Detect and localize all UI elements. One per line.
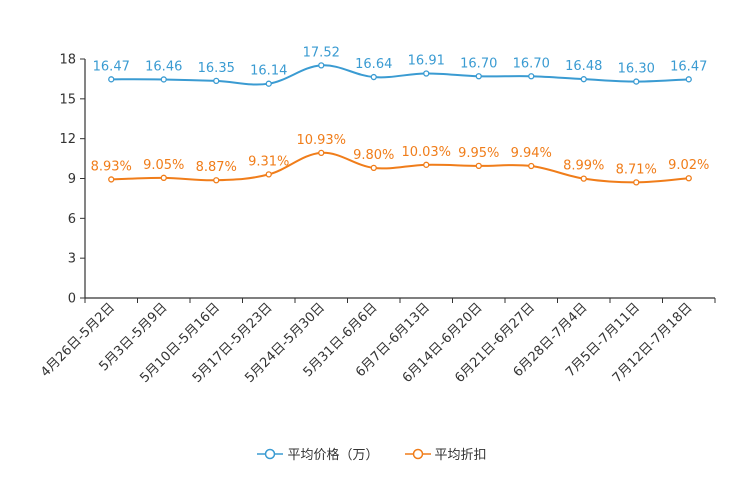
data-point [475, 73, 482, 80]
y-tick-label: 12 [59, 132, 76, 147]
y-tick-label: 9 [68, 172, 76, 187]
data-label: 16.46 [145, 59, 182, 74]
data-label: 9.80% [353, 148, 394, 163]
data-label: 16.70 [513, 56, 550, 71]
data-label: 9.31% [248, 154, 289, 169]
legend-item-discount[interactable]: 平均折扣 [404, 444, 487, 463]
y-tick-label: 3 [68, 252, 76, 267]
data-point [213, 77, 220, 85]
data-label: 10.03% [401, 145, 451, 160]
data-point [580, 175, 587, 182]
data-label: 16.14 [250, 64, 287, 79]
data-point [633, 179, 640, 186]
legend-marker-price-icon [257, 448, 284, 459]
legend-marker-discount-icon [404, 448, 431, 459]
data-label: 8.93% [91, 159, 132, 174]
legend-label-price: 平均价格（万） [287, 448, 379, 463]
data-point [265, 80, 272, 87]
data-point [528, 162, 535, 170]
data-label: 8.87% [196, 160, 237, 175]
data-label: 10.93% [296, 133, 346, 148]
data-point [423, 70, 430, 77]
legend: 平均价格（万） 平均折扣 [0, 444, 744, 463]
data-label: 9.95% [458, 146, 499, 161]
data-label: 8.99% [563, 159, 604, 174]
data-point [528, 73, 535, 80]
y-tick-label: 6 [68, 212, 76, 227]
data-point [318, 62, 325, 69]
legend-item-price[interactable]: 平均价格（万） [257, 444, 379, 463]
data-point [475, 162, 482, 170]
data-label: 9.05% [143, 158, 184, 173]
data-label: 9.94% [511, 146, 552, 161]
data-label: 16.48 [565, 59, 602, 74]
data-point [370, 164, 377, 172]
data-point [160, 174, 167, 181]
y-tick-label: 15 [59, 92, 76, 107]
data-point [265, 171, 272, 178]
data-label: 17.52 [303, 45, 340, 60]
data-point [108, 176, 115, 183]
y-tick-label: 18 [59, 53, 76, 68]
line-chart: 03691215184月26日-5月2日5月3日-5月9日5月10日-5月16日… [38, 45, 716, 386]
data-point [318, 149, 325, 157]
y-tick-label: 0 [68, 292, 76, 307]
data-label: 16.91 [408, 53, 445, 68]
data-label: 9.02% [668, 158, 709, 173]
legend-label-discount: 平均折扣 [434, 448, 487, 463]
data-label: 16.30 [618, 62, 655, 77]
data-point [370, 73, 377, 81]
data-label: 16.47 [93, 59, 130, 74]
series-line-1 [111, 151, 689, 184]
data-point [108, 76, 115, 83]
data-point [633, 78, 640, 85]
data-point [423, 161, 430, 168]
data-label: 16.47 [670, 59, 707, 74]
data-label: 8.71% [616, 162, 657, 177]
data-label: 16.35 [198, 61, 235, 76]
data-point [580, 76, 587, 83]
data-point [685, 76, 692, 83]
data-label: 16.70 [460, 56, 497, 71]
data-label: 16.64 [355, 57, 392, 72]
data-point [213, 177, 220, 184]
data-point [160, 76, 167, 83]
series-line-0 [111, 64, 689, 86]
data-point [685, 175, 692, 182]
